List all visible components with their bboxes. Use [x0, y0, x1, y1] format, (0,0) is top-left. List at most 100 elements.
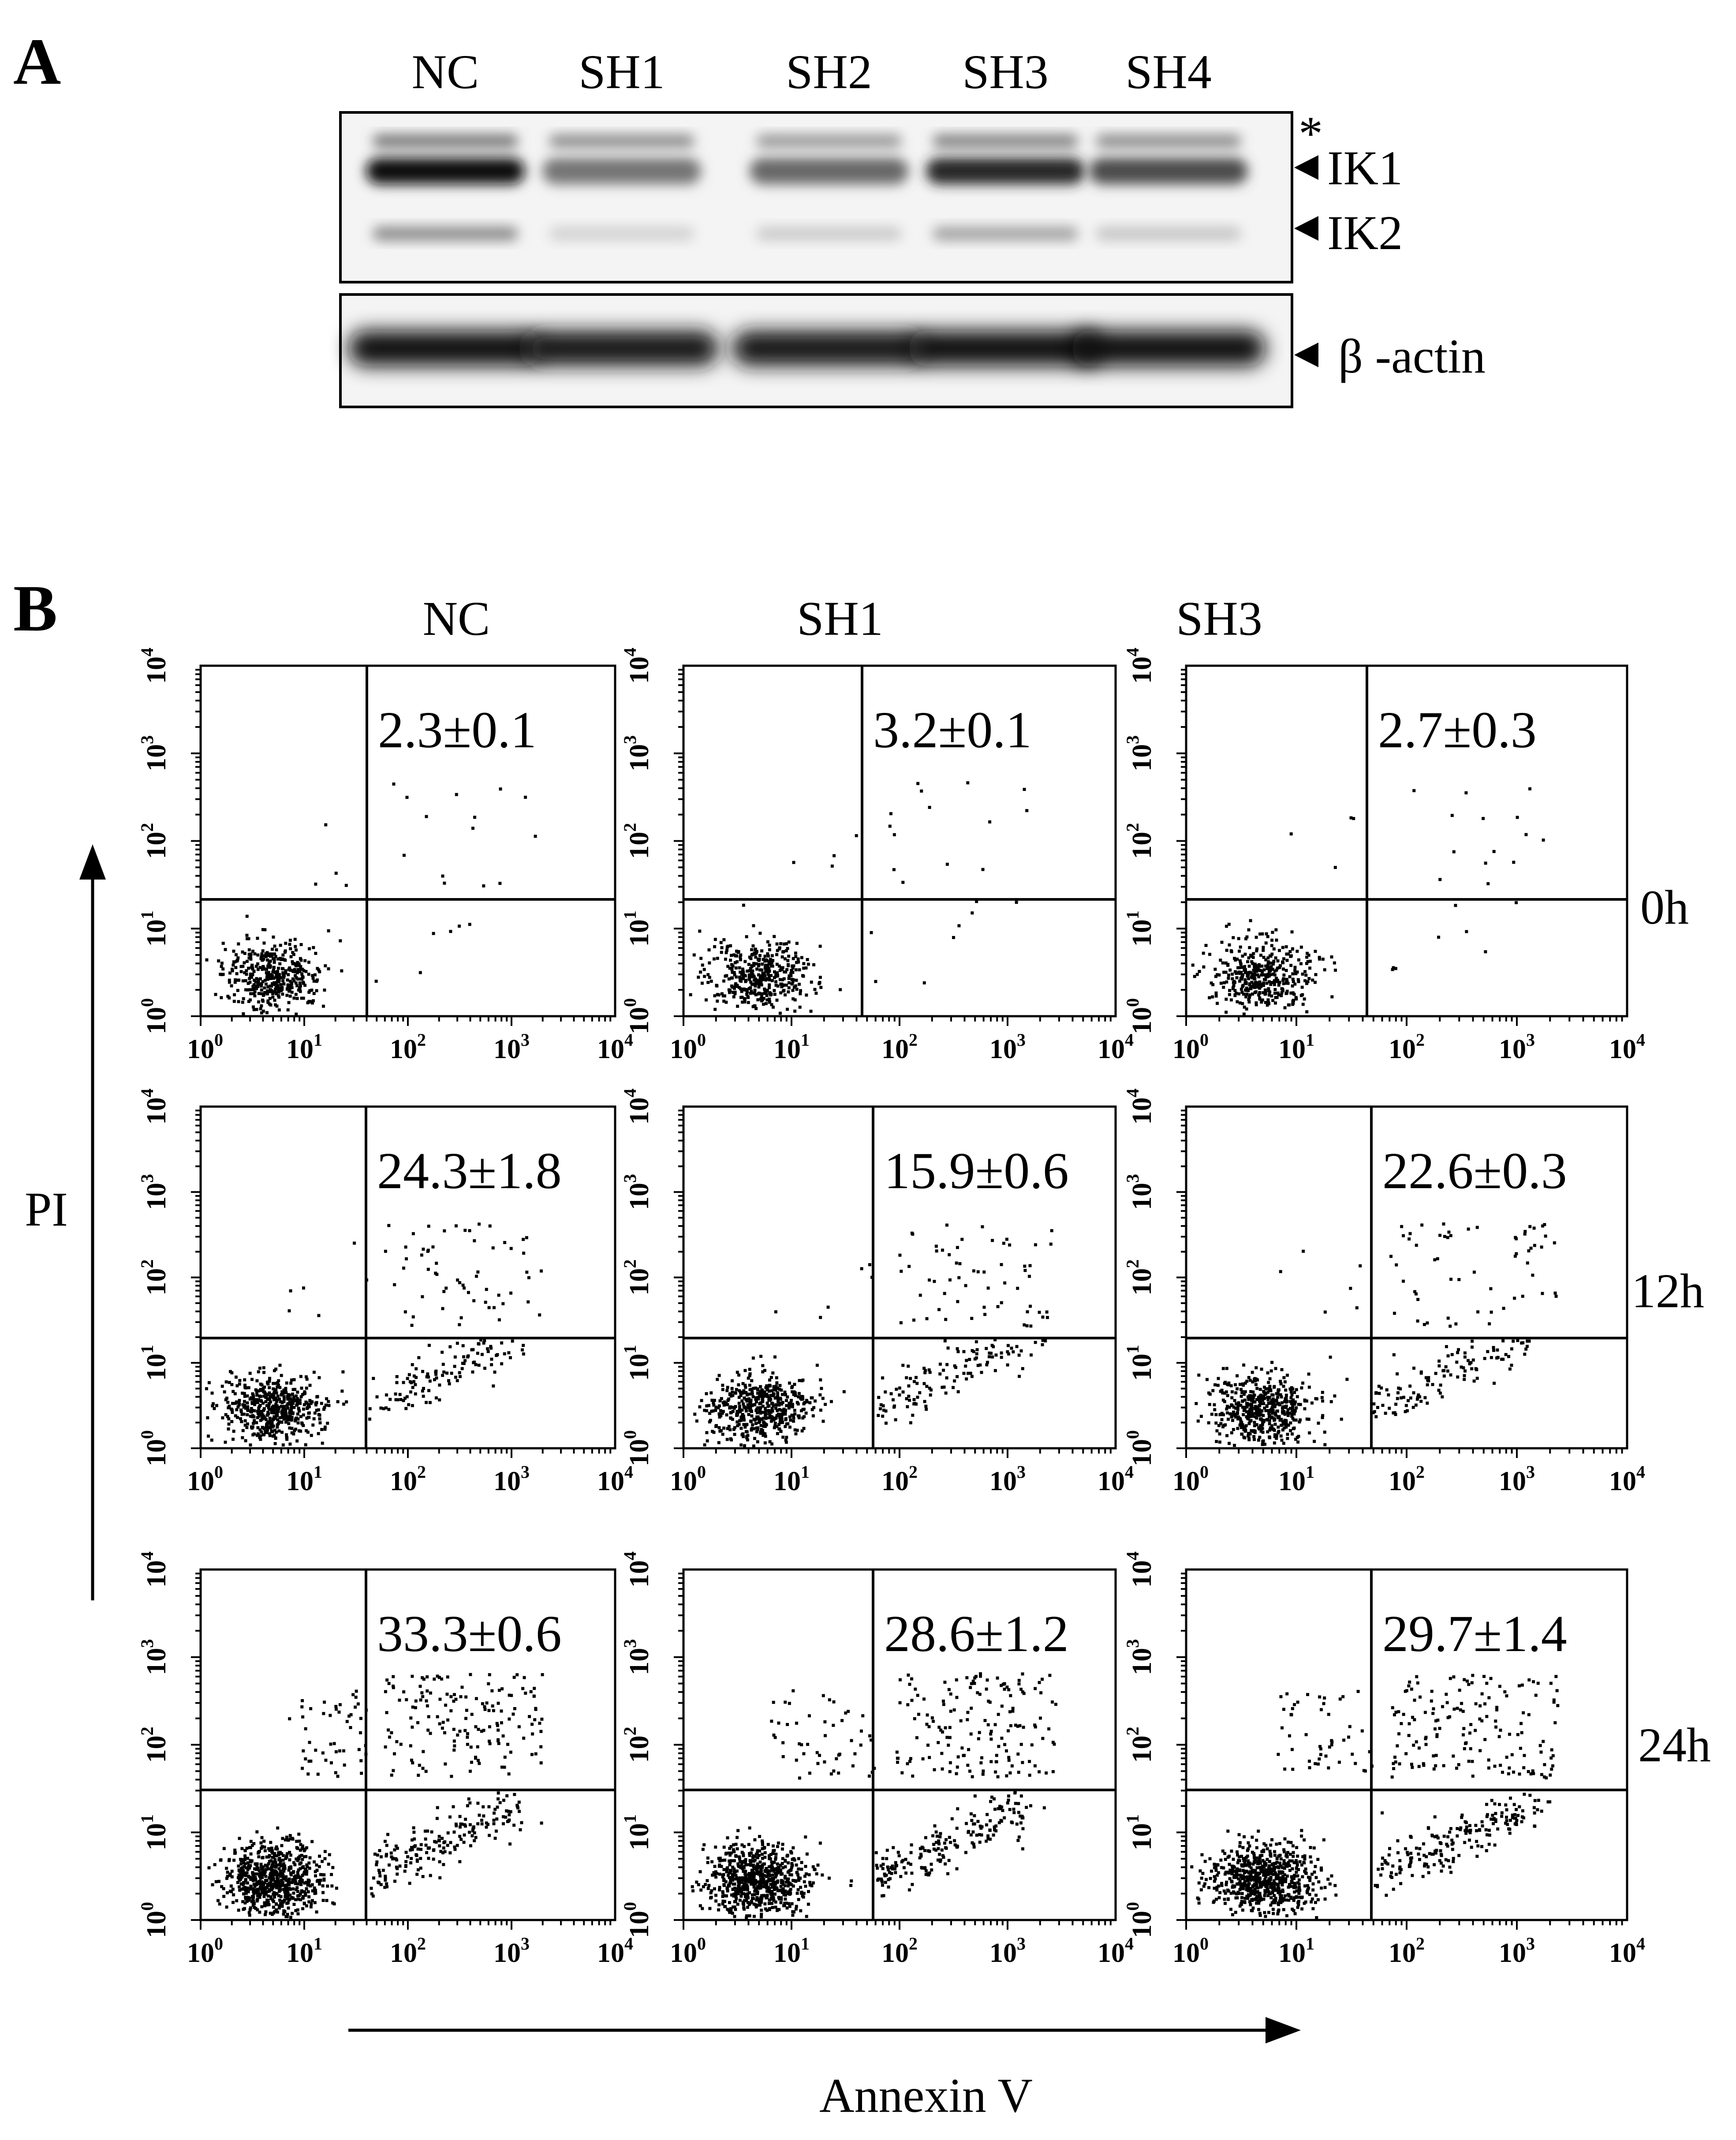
- y-tick-label: 104: [620, 1089, 654, 1125]
- x-tick-label: 101: [286, 1462, 322, 1496]
- band-ik1-lane-4: [926, 158, 1085, 184]
- y-tick-label: 100: [620, 1902, 654, 1938]
- band-ik2-lane-4: [933, 227, 1078, 241]
- y-tick-label: 100: [620, 1430, 654, 1466]
- y-tick-label: 101: [620, 1814, 654, 1850]
- band-label-nonspecific: *: [1299, 107, 1323, 160]
- band-label-actin: β -actin: [1338, 329, 1486, 383]
- flow-plot-r1-c3: 100 100 101 101 102 102 103 103 104 104 2.7±0.3: [1123, 648, 1645, 1064]
- event-dots: [1190, 1674, 1560, 1920]
- y-tick-label: 103: [137, 1174, 172, 1210]
- axis-ticks: [191, 1573, 612, 1930]
- band-actin-lane-3: [732, 331, 926, 366]
- y-tick-label: 100: [137, 1902, 172, 1938]
- annexin-axis-arrow-icon: [1266, 2017, 1301, 2043]
- y-tick-label: 101: [620, 1345, 654, 1381]
- x-tick-label: 103: [1499, 1030, 1535, 1064]
- flow-plot-r1-c1: 100 100 101 101 102 102 103 103 104 104 2.3±0.1: [137, 648, 633, 1064]
- axis-ticks: [191, 669, 612, 1026]
- event-dots: [691, 1672, 1057, 1920]
- x-tick-label: 103: [989, 1030, 1026, 1064]
- x-tick-label: 100: [187, 1462, 223, 1496]
- band-ik1-lane-2: [542, 158, 701, 184]
- x-tick-label: 102: [1389, 1934, 1425, 1968]
- band-nonspecific-lane-4: [933, 134, 1078, 148]
- x-tick-label: 101: [1278, 1030, 1314, 1064]
- row-label-12h: 12h: [1631, 1264, 1704, 1318]
- y-tick-label: 101: [137, 1345, 172, 1381]
- band-actin-lane-4: [908, 331, 1102, 366]
- y-tick-label: 101: [1123, 910, 1157, 947]
- band-label-ik1: IK1: [1327, 141, 1403, 195]
- row-label-0h: 0h: [1640, 880, 1689, 934]
- band-nonspecific-lane-2: [549, 134, 694, 148]
- panel-b-letter: B: [13, 572, 57, 645]
- y-tick-label: 101: [620, 910, 654, 947]
- x-tick-label: 100: [187, 1030, 223, 1064]
- x-tick-label: 101: [286, 1934, 322, 1968]
- y-tick-label: 101: [1123, 1345, 1157, 1381]
- column-label-nc: NC: [423, 592, 490, 645]
- y-tick-label: 102: [620, 1260, 654, 1296]
- band-actin-lane-2: [525, 331, 719, 366]
- y-tick-label: 102: [137, 1727, 172, 1763]
- column-labels: NC SH1 SH3: [423, 592, 1262, 645]
- x-tick-label: 102: [1389, 1462, 1425, 1496]
- x-tick-label: 104: [1098, 1462, 1134, 1496]
- y-tick-label: 104: [620, 1551, 654, 1588]
- band-ik2-lane-2: [549, 227, 694, 241]
- y-tick-label: 101: [1123, 1814, 1157, 1850]
- upper-right-quadrant-value: 24.3±1.8: [377, 1142, 562, 1200]
- flow-plot-r3-c2: 100 100 101 101 102 102 103 103 104 104 28.6±1.2: [620, 1551, 1134, 1968]
- row-labels: 0h 12h 24h: [1631, 880, 1711, 1772]
- event-dots: [1195, 1222, 1558, 1447]
- band-ik2-lane-5: [1096, 227, 1241, 241]
- band-ik1-lane-5: [1089, 158, 1248, 184]
- flow-plot-r1-c2: 100 100 101 101 102 102 103 103 104 104 3.2±0.1: [620, 648, 1134, 1064]
- x-tick-label: 102: [881, 1934, 918, 1968]
- y-tick-label: 102: [620, 1727, 654, 1763]
- event-dots: [205, 1223, 543, 1447]
- ik1-arrow-icon: [1294, 155, 1318, 180]
- flow-plot-r2-c3: 100 100 101 101 102 102 103 103 104 104 22.6±0.3: [1123, 1089, 1645, 1496]
- lane-label-sh4: SH4: [1125, 45, 1212, 99]
- panel-a-letter: A: [13, 25, 61, 98]
- x-tick-label: 102: [390, 1934, 426, 1968]
- event-dots: [205, 782, 537, 1016]
- flow-cytometry-grid: 1001001011011021021031031041042.3±0.1100…: [137, 648, 1645, 1968]
- y-tick-label: 100: [137, 1430, 172, 1466]
- flow-plot-r2-c1: 100 100 101 101 102 102 103 103 104 104 24.3±1.8: [137, 1089, 633, 1496]
- upper-right-quadrant-value: 3.2±0.1: [873, 701, 1032, 759]
- column-label-sh1: SH1: [797, 592, 883, 645]
- y-tick-label: 104: [1123, 1551, 1157, 1588]
- x-tick-label: 100: [1172, 1934, 1209, 1968]
- event-dots: [689, 781, 1029, 1015]
- y-tick-label: 103: [137, 1639, 172, 1675]
- upper-right-quadrant-value: 15.9±0.6: [884, 1142, 1069, 1200]
- y-tick-label: 103: [137, 735, 172, 772]
- y-tick-label: 103: [1123, 735, 1157, 772]
- band-ik2-lane-1: [373, 227, 518, 241]
- pi-axis-label: PI: [25, 1182, 68, 1236]
- y-tick-label: 100: [1123, 998, 1157, 1034]
- axis-ticks: [1176, 669, 1623, 1026]
- y-tick-label: 103: [620, 735, 654, 772]
- x-tick-label: 104: [1609, 1934, 1645, 1968]
- upper-right-quadrant-value: 28.6±1.2: [884, 1605, 1069, 1663]
- flow-plot-r3-c3: 100 100 101 101 102 102 103 103 104 104 29.7±1.4: [1123, 1551, 1645, 1968]
- x-tick-label: 103: [1499, 1934, 1535, 1968]
- axis-ticks: [674, 669, 1112, 1026]
- x-tick-label: 101: [773, 1934, 810, 1968]
- annexin-axis-label: Annexin V: [819, 2069, 1033, 2122]
- x-tick-label: 104: [1609, 1030, 1645, 1064]
- event-dots: [207, 1673, 544, 1919]
- y-tick-label: 102: [1123, 1727, 1157, 1763]
- x-tick-label: 103: [1499, 1462, 1535, 1496]
- upper-right-quadrant-value: 29.7±1.4: [1382, 1605, 1567, 1663]
- y-tick-label: 101: [137, 1814, 172, 1850]
- y-tick-label: 100: [1123, 1430, 1157, 1466]
- x-tick-label: 102: [881, 1030, 918, 1064]
- y-tick-label: 103: [1123, 1174, 1157, 1210]
- axis-ticks: [674, 1573, 1112, 1930]
